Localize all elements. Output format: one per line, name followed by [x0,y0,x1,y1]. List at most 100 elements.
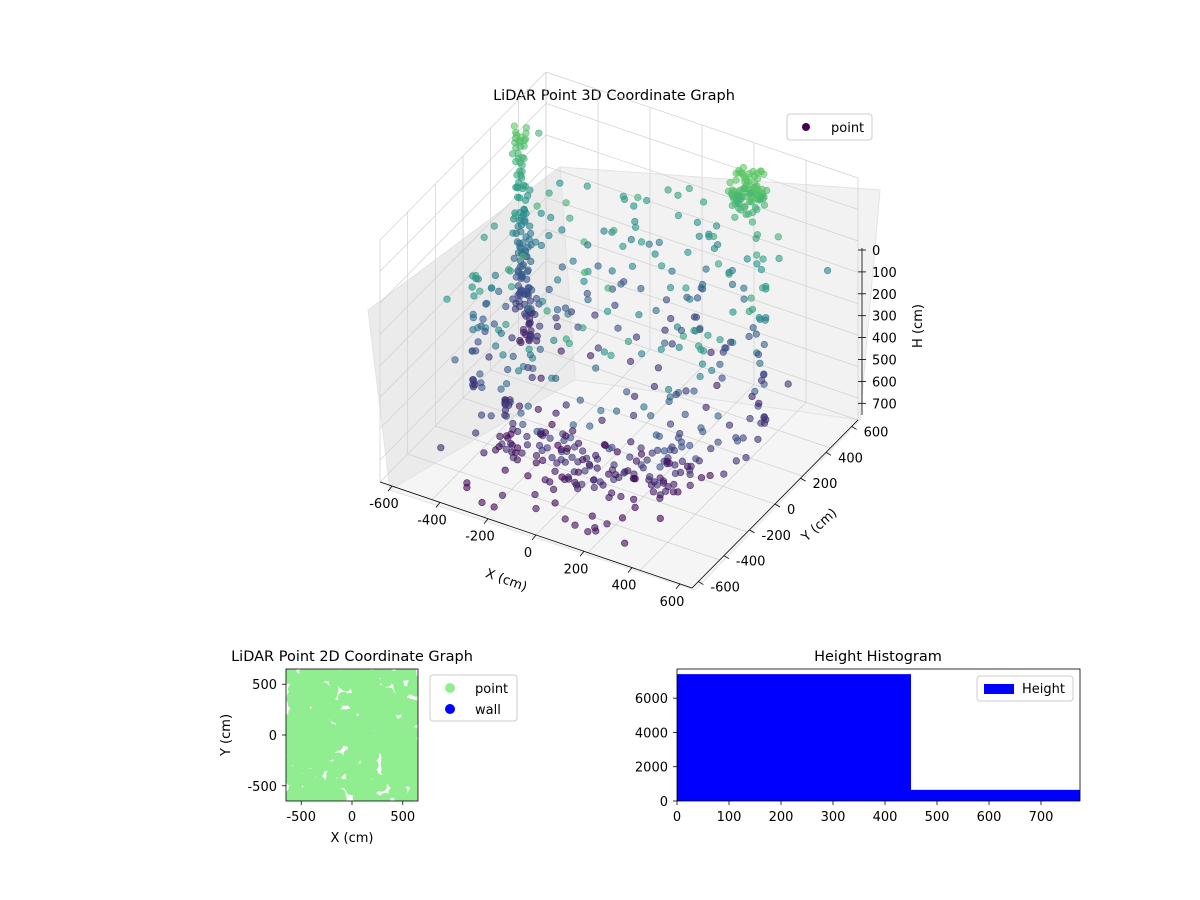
y-tick-label-3d: 600 [864,425,889,440]
data-point-3d [741,184,749,193]
data-point-3d [538,446,546,455]
data-point-3d [584,528,592,536]
data-point-2d [316,795,328,801]
data-point-3d [728,280,737,289]
data-point-3d [476,287,484,295]
data-point-3d [526,186,534,194]
data-point-3d [508,283,516,291]
data-point-3d [561,304,570,312]
data-point-3d [476,370,484,378]
data-point-2d [375,720,387,732]
data-point-2d [379,792,391,801]
data-point-3d [676,430,684,438]
data-point-3d [504,366,512,374]
data-point-3d [521,135,530,143]
data-point-3d [518,449,526,457]
data-point-3d [611,471,620,479]
data-point-2d [340,680,352,692]
y-axis-label-3d: Y (cm) [798,506,840,546]
data-point-3d [634,193,642,201]
data-point-3d [558,473,566,481]
data-point-2d [359,761,371,773]
data-point-2d [411,700,418,712]
data-point-3d [534,405,542,413]
legend-histogram-swatch [984,684,1014,694]
histogram-bars [677,674,1080,801]
data-point-3d [696,372,704,381]
data-point-3d [784,380,792,388]
data-point-3d [725,421,734,429]
data-point-3d [627,438,635,446]
data-point-3d [682,387,690,395]
data-point-3d [553,306,562,314]
grid-line [545,165,859,273]
data-point-3d [632,457,641,465]
data-point-3d [725,270,733,278]
data-point-3d [707,445,715,453]
data-point-3d [605,470,613,478]
data-point-3d [611,301,619,309]
legend-histogram: Height [976,675,1074,702]
data-point-2d [360,776,372,788]
legend-2d-wall-marker [445,704,455,714]
data-point-3d [743,255,751,263]
legend-3d: point [786,113,873,141]
data-point-3d [610,226,618,235]
data-point-3d [546,478,554,486]
legend-3d-point-marker [802,123,810,131]
legend-3d-box [786,113,873,141]
data-point-3d [698,360,707,368]
data-point-3d [699,198,708,206]
data-point-3d [590,476,598,484]
x-tick-label-histogram: 500 [925,810,950,825]
data-point-3d [552,409,560,417]
data-point-3d [607,351,615,360]
z-tick-label-3d: 700 [872,397,897,412]
data-point-3d [713,381,721,390]
data-point-3d [495,287,503,296]
data-point-3d [580,268,589,277]
data-point-3d [545,285,553,294]
data-point-3d [510,122,518,130]
data-point-3d [686,441,694,450]
data-point-3d [670,480,678,488]
data-point-3d [652,431,660,439]
data-point-3d [752,192,760,200]
data-point-3d [654,364,663,372]
data-point-3d [757,266,766,274]
data-point-2d [337,724,349,736]
data-point-3d [748,305,757,313]
data-point-3d [682,284,690,292]
data-point-3d [579,447,587,455]
data-point-2d [396,693,408,705]
data-point-3d [594,262,602,270]
data-point-3d [502,302,510,311]
grid-line [379,228,547,398]
data-point-3d [665,397,673,406]
data-point-3d [628,262,637,270]
data-point-3d [524,472,532,480]
data-point-2d [300,721,312,733]
x-tick-3d [387,485,393,492]
data-point-2d [286,723,296,735]
data-point-3d [650,382,659,391]
data-point-3d [524,402,532,410]
data-point-3d [551,499,559,507]
data-point-2d [407,787,418,799]
data-point-3d [518,161,526,169]
data-point-3d [656,514,664,523]
data-point-3d [502,401,510,409]
data-point-3d [471,381,479,389]
data-point-2d [341,711,353,723]
data-point-3d [574,439,583,447]
data-point-2d [396,720,408,732]
data-point-3d [733,437,742,445]
data-point-3d [562,432,570,440]
data-point-3d [507,430,515,438]
data-point-3d [722,344,730,352]
data-point-2d [375,728,387,740]
data-point-3d [640,403,648,411]
data-point-2d [347,767,359,779]
data-point-3d [667,315,675,323]
data-point-3d [753,260,761,268]
